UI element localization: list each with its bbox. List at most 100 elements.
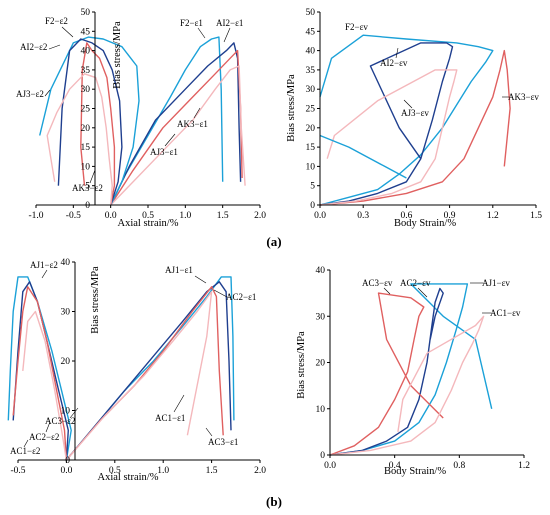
annotation: AC1−ε2 bbox=[10, 446, 40, 456]
annotation: AC2−ε2 bbox=[29, 432, 59, 442]
y-tick-label: 0 bbox=[85, 201, 90, 211]
x-tick-label: 1.5 bbox=[217, 211, 229, 221]
x-tick-label: 0.5 bbox=[109, 466, 121, 476]
y-ticks-a-right: 0 5 10 15 20 25 30 35 40 45 50 bbox=[306, 8, 320, 211]
series-line-4 bbox=[110, 65, 246, 206]
series-line-4 bbox=[65, 291, 213, 461]
x-tick-label: 0.0 bbox=[324, 461, 336, 471]
x-axis-label-b-left: Axial strain/% bbox=[98, 472, 159, 483]
series-line-1 bbox=[110, 36, 224, 206]
x-tick-label: 1.5 bbox=[206, 466, 218, 476]
x-ticks-b-left: -0.5 0.0 0.5 1.0 1.5 2.0 bbox=[10, 460, 266, 476]
caption-b: (b) bbox=[266, 494, 282, 509]
series-line-5 bbox=[319, 134, 407, 179]
y-tick-label: 25 bbox=[306, 105, 316, 115]
x-tick-label: 2.0 bbox=[254, 211, 266, 221]
x-axis-label-a-left: Axial strain/% bbox=[118, 218, 179, 229]
y-axis-label-b-left: Bias stress/MPa bbox=[90, 266, 101, 334]
y-tick-label: 50 bbox=[306, 8, 316, 18]
annotation: F2−ε1 bbox=[180, 18, 203, 28]
series-layer-b-right bbox=[329, 283, 493, 456]
series-line-3 bbox=[319, 49, 511, 206]
series-layer-a-left bbox=[39, 36, 246, 206]
y-tick-label: 0 bbox=[65, 456, 70, 466]
annotation: AC1−ε1 bbox=[155, 413, 185, 423]
y-tick-label: 50 bbox=[81, 8, 91, 18]
annotation: AK3−ε1 bbox=[177, 119, 208, 129]
annotation: AC3−εv bbox=[362, 278, 393, 288]
series-line-2 bbox=[329, 287, 444, 456]
y-tick-label: 5 bbox=[85, 182, 90, 192]
chart-b-left: -0.5 0.0 0.5 1.0 1.5 2.0 0 10 20 30 40 Axial stra… bbox=[7, 258, 266, 483]
series-line-2 bbox=[65, 281, 232, 461]
x-tick-label: 2.0 bbox=[254, 466, 266, 476]
x-tick-label: -0.5 bbox=[10, 466, 25, 476]
y-tick-label: 15 bbox=[306, 143, 316, 153]
series-layer-a-right bbox=[319, 34, 511, 206]
x-tick-label: 0.0 bbox=[60, 466, 72, 476]
y-tick-label: 40 bbox=[306, 47, 316, 57]
series-line-8 bbox=[46, 73, 113, 206]
series-line-2 bbox=[110, 42, 242, 206]
y-ticks-b-right: 0 10 20 30 40 bbox=[316, 266, 330, 461]
x-tick-label: -0.5 bbox=[66, 211, 81, 221]
series-line-7 bbox=[12, 286, 68, 461]
x-tick-label: 1.2 bbox=[518, 461, 530, 471]
y-tick-label: 10 bbox=[306, 162, 316, 172]
series-line-4 bbox=[319, 69, 458, 206]
x-tick-label: 0.6 bbox=[400, 211, 412, 221]
series-layer-b-left bbox=[7, 276, 235, 461]
x-ticks-a-right: 0.0 0.3 0.6 0.9 1.2 1.5 bbox=[314, 205, 542, 221]
annotation: AI2−ε2 bbox=[20, 42, 47, 52]
annotation: AJ1−ε1 bbox=[165, 265, 193, 275]
annotation: AC1−εv bbox=[490, 308, 521, 318]
series-line-3 bbox=[329, 292, 444, 456]
y-tick-label: 40 bbox=[61, 258, 71, 268]
x-tick-label: 0.3 bbox=[357, 211, 369, 221]
x-tick-label: 1.0 bbox=[157, 466, 169, 476]
x-tick-label: 0.8 bbox=[453, 461, 465, 471]
series-line-4 bbox=[329, 315, 485, 456]
annotation: AC2−ε1 bbox=[226, 292, 256, 302]
y-tick-label: 15 bbox=[81, 143, 91, 153]
series-line-5 bbox=[39, 36, 140, 206]
x-axis-label-a-right: Body Strain/% bbox=[394, 218, 456, 229]
y-axis-label-a-right: Bias stress/MPa bbox=[286, 74, 297, 142]
series-line-1 bbox=[319, 34, 494, 206]
x-tick-label: -1.0 bbox=[28, 211, 43, 221]
y-tick-label: 45 bbox=[306, 27, 316, 37]
y-tick-label: 40 bbox=[316, 266, 326, 276]
annotation: AJ3−ε1 bbox=[150, 147, 178, 157]
annotation: AK3−ε2 bbox=[72, 183, 103, 193]
x-tick-label: 0.0 bbox=[314, 211, 326, 221]
y-tick-label: 35 bbox=[306, 66, 316, 76]
annotation: AC2−εv bbox=[400, 278, 431, 288]
annotation: AI2−ε1 bbox=[216, 18, 243, 28]
y-tick-label: 10 bbox=[81, 162, 91, 172]
y-ticks-a-left: 0 5 10 15 20 25 30 35 40 45 50 bbox=[81, 8, 95, 211]
x-tick-label: 0.9 bbox=[444, 211, 456, 221]
x-ticks-a-left: -1.0 -0.5 0.0 0.5 1.0 1.5 2.0 bbox=[28, 205, 266, 221]
y-axis-label-a-left: Bias stress/MPa bbox=[112, 21, 123, 89]
y-tick-label: 35 bbox=[81, 66, 91, 76]
y-tick-label: 20 bbox=[61, 357, 71, 367]
annotation: AJ1−εv bbox=[482, 278, 510, 288]
y-tick-label: 0 bbox=[320, 451, 325, 461]
annotation: F2−ε2 bbox=[45, 16, 68, 26]
y-tick-label: 5 bbox=[310, 182, 315, 192]
series-line-7 bbox=[80, 42, 116, 206]
y-tick-label: 45 bbox=[81, 27, 91, 37]
y-tick-label: 30 bbox=[306, 85, 316, 95]
y-axis-label-b-right: Bias stress/MPa bbox=[296, 331, 307, 399]
y-tick-label: 20 bbox=[316, 359, 326, 369]
annotation: F2−εv bbox=[345, 22, 368, 32]
annotation: AC3−ε2 bbox=[45, 416, 75, 426]
y-tick-label: 0 bbox=[310, 201, 315, 211]
y-tick-label: 20 bbox=[81, 124, 91, 134]
annotation: AJ3−ε2 bbox=[16, 89, 44, 99]
x-tick-label: 1.5 bbox=[530, 211, 542, 221]
series-line-6 bbox=[57, 38, 123, 206]
y-ticks-b-left: 0 10 20 30 40 bbox=[61, 258, 75, 466]
y-tick-label: 25 bbox=[81, 105, 91, 115]
